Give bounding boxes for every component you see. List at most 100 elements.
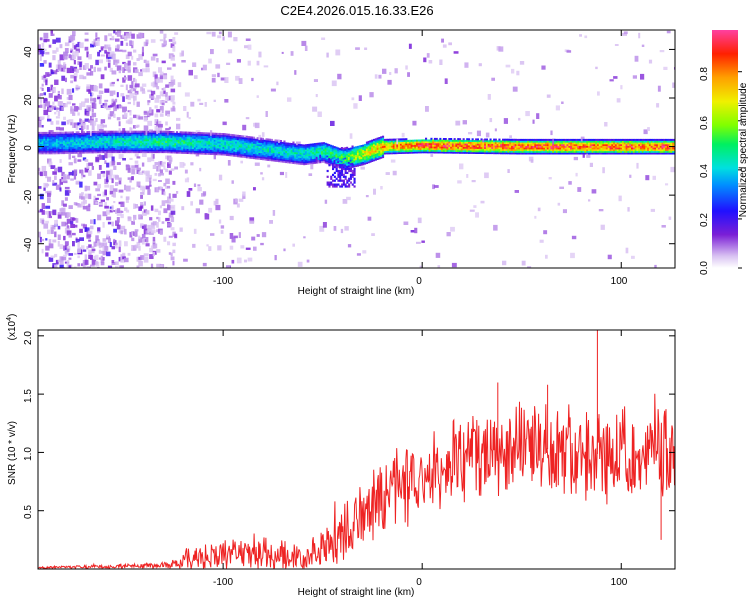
- heatmap-cell: [120, 151, 123, 154]
- heatmap-speckle: [215, 64, 221, 69]
- heatmap-speckle: [165, 96, 168, 100]
- heatmap-cell: [571, 152, 574, 155]
- heatmap-cell: [421, 141, 424, 144]
- heatmap-cell: [444, 146, 447, 149]
- heatmap-cell: [484, 145, 487, 148]
- heatmap-cell: [312, 151, 315, 154]
- heatmap-cell: [201, 144, 204, 147]
- heatmap-cell: [141, 132, 144, 135]
- heatmap-cell: [107, 144, 110, 147]
- heatmap-cell: [328, 161, 331, 164]
- heatmap-cell: [48, 135, 51, 138]
- heatmap-cell: [451, 141, 454, 144]
- heatmap-cell: [86, 139, 89, 142]
- heatmap-speckle: [81, 263, 84, 267]
- heatmap-cell: [172, 139, 175, 142]
- heatmap-cell: [546, 142, 549, 145]
- heatmap-cell: [582, 150, 585, 153]
- heatmap-cell: [258, 144, 261, 147]
- heatmap-cell: [197, 149, 200, 151]
- heatmap-speckle: [63, 254, 67, 257]
- heatmap-speckle: [115, 98, 118, 103]
- heatmap-cell: [133, 146, 136, 148]
- heatmap-cell: [143, 147, 146, 150]
- heatmap-cell: [464, 143, 467, 146]
- heatmap-cell: [206, 146, 209, 148]
- heatmap-cell: [324, 153, 327, 155]
- heatmap-cell: [229, 144, 232, 147]
- heatmap-cell: [79, 138, 82, 141]
- heatmap-speckle: [43, 171, 48, 176]
- heatmap-speckle: [387, 79, 392, 85]
- heatmap-speckle: [597, 91, 600, 96]
- heatmap-cell: [408, 150, 411, 152]
- heatmap-cell: [143, 139, 146, 142]
- heatmap-cell: [145, 151, 148, 154]
- heatmap-cell: [426, 141, 429, 144]
- heatmap-cell: [233, 151, 236, 154]
- heatmap-cell: [543, 147, 546, 150]
- heatmap-cell: [330, 155, 333, 157]
- heatmap-cell: [303, 147, 306, 150]
- heatmap-cell: [55, 150, 58, 153]
- heatmap-cell: [82, 141, 85, 144]
- heatmap-cell: [47, 138, 50, 141]
- heatmap-cell: [326, 155, 329, 158]
- heatmap-cell: [536, 149, 539, 152]
- heatmap-cell: [176, 138, 179, 140]
- heatmap-cell: [206, 134, 209, 137]
- heatmap-speckle: [122, 158, 126, 161]
- heatmap-cell: [217, 146, 220, 149]
- heatmap-cell: [326, 162, 329, 165]
- heatmap-cell: [290, 148, 293, 151]
- heatmap-cell: [441, 143, 444, 145]
- heatmap-cell: [347, 149, 350, 152]
- heatmap-speckle: [140, 86, 144, 92]
- heatmap-speckle: [308, 173, 313, 176]
- heatmap-cell: [378, 142, 381, 145]
- heatmap-cell: [498, 145, 501, 148]
- heatmap-cell: [367, 152, 370, 155]
- heatmap-cell: [50, 131, 53, 134]
- heatmap-cell: [122, 132, 125, 135]
- heatmap-cell: [84, 151, 87, 154]
- heatmap-cell: [138, 137, 141, 140]
- heatmap-cell: [330, 153, 333, 156]
- heatmap-cell: [115, 144, 118, 147]
- heatmap-cell: [398, 145, 401, 148]
- heatmap-cell: [365, 148, 368, 151]
- heatmap-speckle: [64, 48, 69, 54]
- heatmap-cell: [141, 146, 144, 148]
- heatmap-cell: [301, 144, 304, 147]
- heatmap-cell: [367, 156, 370, 159]
- heatmap-cell: [55, 142, 58, 144]
- heatmap-cell: [158, 134, 161, 137]
- heatmap-speckle: [138, 245, 141, 251]
- heatmap-cell: [505, 138, 508, 141]
- heatmap-speckle: [174, 166, 178, 170]
- heatmap-cell: [382, 149, 385, 152]
- heatmap-cell: [167, 139, 170, 142]
- heatmap-cell: [385, 142, 388, 145]
- heatmap-cell: [292, 153, 295, 156]
- heatmap-cell: [118, 137, 121, 140]
- heatmap-cell: [249, 136, 252, 139]
- heatmap-speckle: [136, 266, 140, 268]
- heatmap-cell: [521, 149, 524, 152]
- heatmap-speckle: [122, 67, 125, 73]
- heatmap-cell: [417, 149, 420, 152]
- heatmap-speckle: [197, 184, 201, 187]
- heatmap-cell: [398, 141, 401, 144]
- heatmap-speckle: [86, 246, 89, 250]
- heatmap-cell: [527, 138, 530, 141]
- heatmap-cell: [530, 142, 533, 145]
- heatmap-cell: [489, 148, 492, 151]
- heatmap-cell: [278, 150, 281, 152]
- heatmap-speckle: [129, 127, 133, 131]
- heatmap-speckle: [102, 238, 107, 242]
- heatmap-cell: [494, 140, 497, 143]
- heatmap-cell: [88, 142, 91, 145]
- heatmap-cell: [93, 142, 96, 145]
- heatmap-cell: [115, 132, 118, 135]
- heatmap-cell: [109, 149, 112, 152]
